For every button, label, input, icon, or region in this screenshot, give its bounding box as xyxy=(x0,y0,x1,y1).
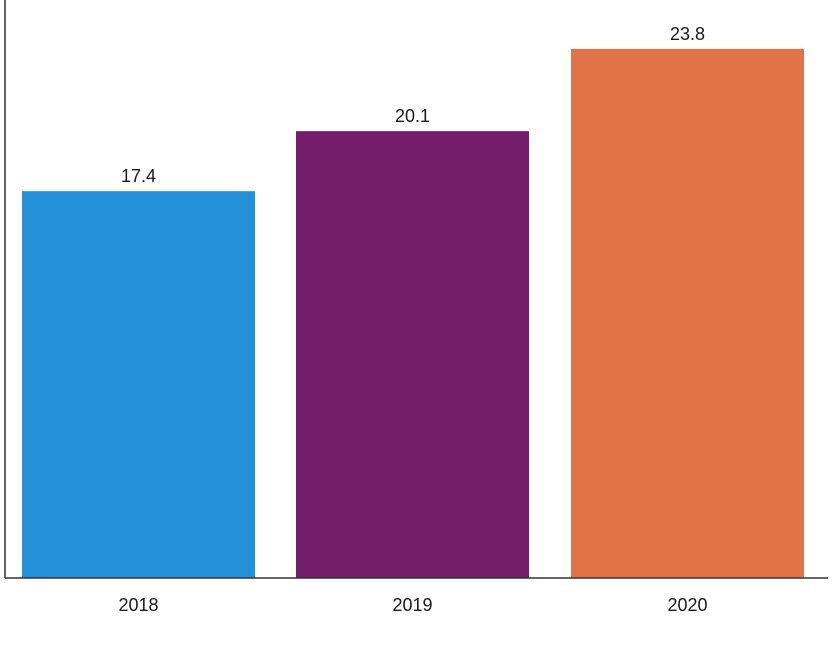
value-label-2018: 17.4 xyxy=(121,166,156,186)
x-tick-label-2019: 2019 xyxy=(392,595,432,615)
bar-2019 xyxy=(296,131,529,578)
bar-2020 xyxy=(571,48,804,578)
value-labels-group: 17.4 20.1 23.8 xyxy=(121,24,705,186)
bars-group xyxy=(22,48,804,578)
x-tick-labels-group: 2018 2019 2020 xyxy=(118,595,707,615)
bar-2018 xyxy=(22,191,255,578)
value-label-2019: 20.1 xyxy=(395,106,430,126)
x-tick-label-2018: 2018 xyxy=(118,595,158,615)
x-tick-label-2020: 2020 xyxy=(667,595,707,615)
value-label-2020: 23.8 xyxy=(670,24,705,44)
